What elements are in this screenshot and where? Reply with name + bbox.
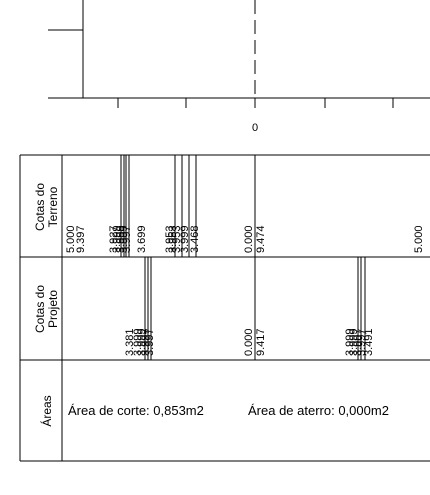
project-value: 3.997 [352,328,364,356]
terrain-value: 3.997 [121,225,133,253]
terrain-value: 3.999 [111,225,123,253]
project-value: 0.000 [243,328,255,356]
terrain-values: 5.000 9.397 3.927 3.999 3.999 3.999 3.99… [65,225,425,253]
row-header-terreno-line1: Cotas do [33,183,47,231]
project-value: 3.999 [344,328,356,356]
terrain-value: 5.000 [413,225,425,253]
terrain-value: 0.000 [243,225,255,253]
project-value: 3.381 [124,328,136,356]
terrain-value: 5.000 [65,225,77,253]
area-aterro-text: Área de aterro: 0,000m2 [248,403,389,418]
project-value: 3.997 [144,328,156,356]
project-value: 3.997 [356,328,368,356]
profile-plot: 0 [48,0,430,134]
project-value: 9.417 [255,328,267,356]
terrain-value: 3.468 [189,225,201,253]
project-value: 3.999 [132,328,144,356]
project-value: 3.491 [363,328,375,356]
terrain-leaders [120,155,197,257]
terrain-value: 9.474 [255,225,267,253]
terrain-value: 3.953 [171,225,183,253]
axis-zero-label: 0 [252,122,258,134]
project-value: 3.997 [140,328,152,356]
terrain-value: 3.999 [179,225,191,253]
area-corte-text: Área de corte: 0,853m2 [68,403,204,418]
terrain-value: 3.999 [115,225,127,253]
row-header-projeto-line2: Projeto [46,290,60,328]
terrain-value: 3.699 [136,225,148,253]
row-header-projeto-line1: Cotas do [33,285,47,333]
terrain-value: 9.397 [75,225,87,253]
terrain-value: 3.953 [167,225,179,253]
terrain-value: 3.927 [108,225,120,253]
project-value: 3.999 [136,328,148,356]
data-table-frame [19,154,430,462]
terrain-value: 3.999 [118,225,130,253]
project-values: 3.381 3.999 3.999 3.997 3.997 0.000 9.41… [124,328,375,356]
project-leaders [144,257,366,360]
terrain-value: 3.953 [164,225,176,253]
row-header-terreno-line2: Terreno [46,186,60,227]
row-headers: Cotas do Terreno Cotas do Projeto Áreas [33,183,60,427]
project-value: 3.999 [348,328,360,356]
row-header-areas: Áreas [39,395,54,426]
